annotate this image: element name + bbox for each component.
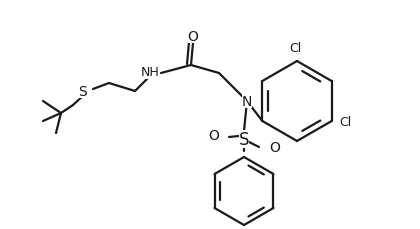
Text: Cl: Cl [289,42,301,55]
Text: O: O [188,30,198,44]
Text: O: O [269,140,280,154]
Text: O: O [208,128,219,142]
Text: S: S [239,131,249,148]
Text: S: S [78,85,87,98]
Text: N: N [242,95,252,109]
Text: NH: NH [140,66,159,79]
Text: Cl: Cl [340,115,352,128]
